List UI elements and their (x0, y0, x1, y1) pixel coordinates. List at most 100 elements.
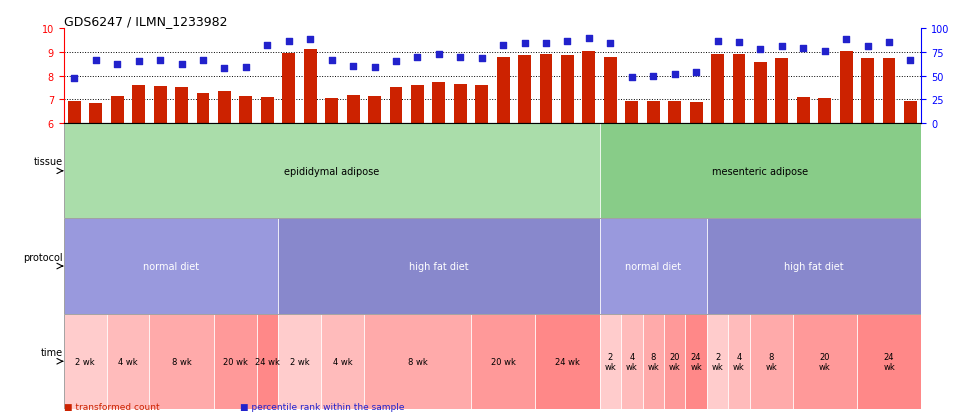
Bar (368, 97, 381, 124)
Bar (107, 314, 149, 409)
Point (131, 59, 147, 65)
Text: 8 wk: 8 wk (172, 357, 191, 366)
Bar (840, 52, 853, 124)
Bar (561, 56, 574, 124)
Bar (347, 95, 360, 124)
Text: 4
wk: 4 wk (733, 352, 745, 371)
Point (710, 39, 725, 45)
Point (431, 52, 447, 58)
Bar (257, 314, 278, 409)
Text: epididymal adipose: epididymal adipose (284, 166, 379, 176)
Text: 24 wk: 24 wk (255, 357, 280, 366)
Text: 20 wk: 20 wk (222, 357, 248, 366)
Point (581, 35, 597, 42)
Bar (690, 102, 703, 124)
Bar (797, 98, 809, 124)
Point (260, 42, 275, 49)
Bar (604, 57, 616, 124)
Point (646, 73, 662, 80)
Point (367, 65, 382, 71)
Bar (68, 101, 80, 124)
Bar (857, 314, 921, 409)
Bar (621, 314, 643, 409)
Bar (471, 314, 535, 409)
Point (838, 36, 854, 43)
Text: high fat diet: high fat diet (409, 261, 468, 271)
Text: 8 wk: 8 wk (408, 357, 427, 366)
Bar (732, 55, 746, 124)
Point (495, 42, 511, 49)
Bar (111, 97, 123, 124)
Point (217, 66, 232, 73)
Bar (175, 88, 188, 124)
Bar (707, 219, 921, 314)
Bar (282, 54, 295, 124)
Text: high fat diet: high fat diet (784, 261, 844, 271)
Bar (643, 314, 664, 409)
Text: normal diet: normal diet (143, 261, 199, 271)
Text: 24
wk: 24 wk (883, 352, 895, 371)
Text: time: time (40, 347, 63, 357)
Point (774, 43, 790, 50)
Point (796, 46, 811, 52)
Point (903, 58, 918, 64)
Bar (711, 55, 724, 124)
Bar (278, 219, 600, 314)
Point (195, 58, 211, 64)
Point (173, 61, 189, 68)
Bar (818, 99, 831, 124)
Bar (64, 124, 600, 219)
Text: tissue: tissue (33, 157, 63, 167)
Bar (149, 314, 214, 409)
Point (388, 59, 404, 65)
Bar (600, 219, 707, 314)
Bar (497, 57, 510, 124)
Bar (475, 86, 488, 124)
Point (410, 54, 425, 61)
Bar (411, 86, 423, 124)
Text: 8
wk: 8 wk (765, 352, 777, 371)
Bar (154, 87, 167, 124)
Point (67, 76, 82, 82)
Bar (239, 97, 253, 124)
Point (753, 47, 768, 54)
Bar (321, 314, 364, 409)
Text: 8
wk: 8 wk (648, 352, 660, 371)
Text: 4
wk: 4 wk (626, 352, 638, 371)
Bar (454, 85, 466, 124)
Bar (750, 314, 793, 409)
Bar (775, 59, 788, 124)
Point (88, 58, 104, 64)
Text: 2 wk: 2 wk (75, 357, 95, 366)
Point (666, 72, 682, 78)
Bar (582, 52, 595, 124)
Point (624, 74, 640, 81)
Bar (535, 314, 600, 409)
Point (731, 40, 747, 46)
Bar (389, 88, 403, 124)
Bar (883, 59, 896, 124)
Text: GDS6247 / ILMN_1233982: GDS6247 / ILMN_1233982 (64, 15, 227, 28)
Point (560, 39, 575, 45)
Bar (540, 55, 553, 124)
Text: 4 wk: 4 wk (119, 357, 138, 366)
Text: 2 wk: 2 wk (290, 357, 310, 366)
Point (817, 48, 833, 55)
Bar (793, 314, 857, 409)
Bar (304, 50, 317, 124)
Point (453, 54, 468, 61)
Point (881, 40, 897, 46)
Bar (728, 314, 750, 409)
Point (323, 58, 339, 64)
Text: 20
wk: 20 wk (668, 352, 680, 371)
Point (859, 43, 875, 50)
Text: 2
wk: 2 wk (605, 352, 616, 371)
Bar (132, 86, 145, 124)
Bar (89, 104, 102, 124)
Point (281, 39, 297, 45)
Bar (600, 314, 621, 409)
Text: 20 wk: 20 wk (491, 357, 515, 366)
Bar (261, 98, 273, 124)
Bar (214, 314, 257, 409)
Point (603, 41, 618, 47)
